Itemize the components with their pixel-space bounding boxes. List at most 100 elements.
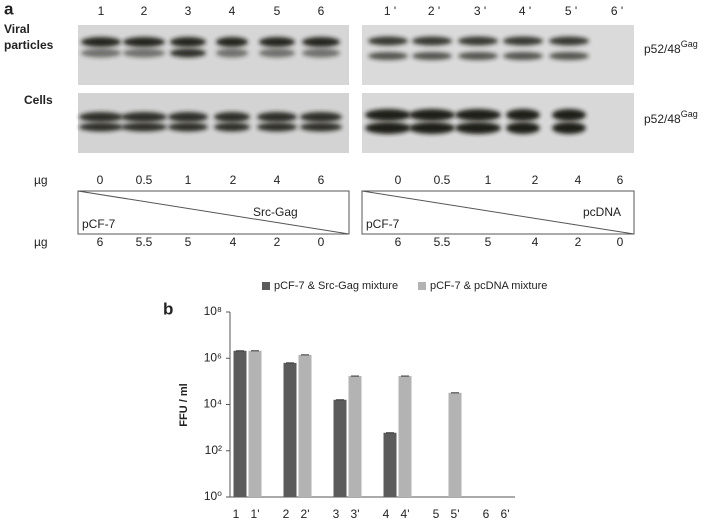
blots <box>78 25 634 153</box>
band-text: p52/48 <box>644 42 681 56</box>
amount: 4 <box>575 173 582 187</box>
band-sup: Gag <box>681 39 698 49</box>
amount: 5.5 <box>434 235 451 249</box>
amount: 2 <box>230 173 237 187</box>
lane-label: 3 ' <box>474 4 486 18</box>
band <box>170 37 206 47</box>
lane-label: 2 <box>141 4 148 18</box>
unit: µg <box>34 173 48 187</box>
band <box>365 109 411 121</box>
amount: 0 <box>617 235 624 249</box>
amount: 1 <box>185 173 192 187</box>
amount: 1 <box>485 173 492 187</box>
band <box>302 48 340 58</box>
x-tick-label: 4' <box>401 507 410 521</box>
band <box>302 37 340 47</box>
legend-label: pCF-7 & pcDNA mixture <box>430 280 547 292</box>
band <box>409 122 455 134</box>
band <box>503 36 543 46</box>
lane-label: 1 <box>98 4 105 18</box>
band-text: p52/48 <box>644 112 681 126</box>
y-tick-label: 10⁰ <box>204 489 222 503</box>
x-tick-label: 5 <box>433 507 440 521</box>
band <box>123 48 165 58</box>
y-tick-label: 10⁸ <box>204 304 222 318</box>
band <box>216 37 248 47</box>
x-tick-label: 2' <box>301 507 310 521</box>
legend-swatch <box>418 282 426 290</box>
lane-label: 3 <box>185 4 192 18</box>
row-label: Viral <box>4 22 30 36</box>
row-label: Cells <box>24 93 53 107</box>
dose-diagonal <box>77 190 350 235</box>
band <box>79 122 123 132</box>
band <box>300 122 342 132</box>
band <box>458 52 498 60</box>
dose-triangles <box>77 190 635 235</box>
bar <box>233 350 247 497</box>
band-label: p52/48Gag <box>644 109 698 126</box>
band <box>121 112 167 122</box>
unit: µg <box>34 235 48 249</box>
band <box>214 112 250 122</box>
amount: 5 <box>485 235 492 249</box>
x-tick-label: 1' <box>251 507 260 521</box>
plasmid-label: Src-Gag <box>253 205 298 219</box>
band <box>121 122 167 132</box>
band <box>552 109 586 121</box>
lane-label: 6 ' <box>611 4 623 18</box>
band <box>455 122 501 134</box>
band <box>506 122 540 134</box>
lane-label: 5 ' <box>565 4 577 18</box>
band <box>81 48 121 58</box>
plasmid-label: pCF-7 <box>366 217 400 231</box>
band <box>81 37 121 47</box>
band <box>412 36 452 46</box>
band <box>79 112 123 122</box>
x-tick-label: 3' <box>351 507 360 521</box>
band <box>503 52 543 60</box>
y-tick-label: 10² <box>205 443 222 457</box>
band <box>216 48 248 58</box>
band <box>170 48 206 58</box>
band <box>549 36 589 46</box>
band <box>168 122 208 132</box>
plasmid-label: pCF-7 <box>82 217 116 231</box>
dose-box <box>361 190 635 235</box>
amount: 2 <box>575 235 582 249</box>
band <box>259 37 295 47</box>
legend-label: pCF-7 & Src-Gag mixture <box>274 280 398 292</box>
band-sup: Gag <box>681 109 698 119</box>
x-tick-label: 6' <box>501 507 510 521</box>
lane-label: 4 ' <box>519 4 531 18</box>
bar <box>383 432 397 497</box>
amount: 0 <box>318 235 325 249</box>
blot-panel <box>78 25 349 85</box>
panel-label: b <box>163 299 173 318</box>
lane-label: 4 <box>229 4 236 18</box>
band <box>368 36 408 46</box>
legend-swatch <box>262 282 270 290</box>
band <box>549 52 589 60</box>
band <box>257 122 297 132</box>
y-axis-label: FFU / ml <box>178 383 190 426</box>
plasmid-label: pcDNA <box>583 205 621 219</box>
band <box>552 122 586 134</box>
band <box>300 112 342 122</box>
band <box>168 112 208 122</box>
lane-label: 6 <box>318 4 325 18</box>
amount: 2 <box>532 173 539 187</box>
amount: 6 <box>617 173 624 187</box>
bar <box>248 350 262 497</box>
blot-panel <box>362 93 634 153</box>
amount: 0 <box>395 173 402 187</box>
x-tick-label: 6 <box>483 507 490 521</box>
panel-label: a <box>4 0 14 18</box>
band <box>455 109 501 121</box>
bar <box>283 362 297 497</box>
bar <box>298 354 312 497</box>
band <box>123 37 165 47</box>
lane-label: 5 <box>274 4 281 18</box>
x-tick-label: 2 <box>283 507 290 521</box>
